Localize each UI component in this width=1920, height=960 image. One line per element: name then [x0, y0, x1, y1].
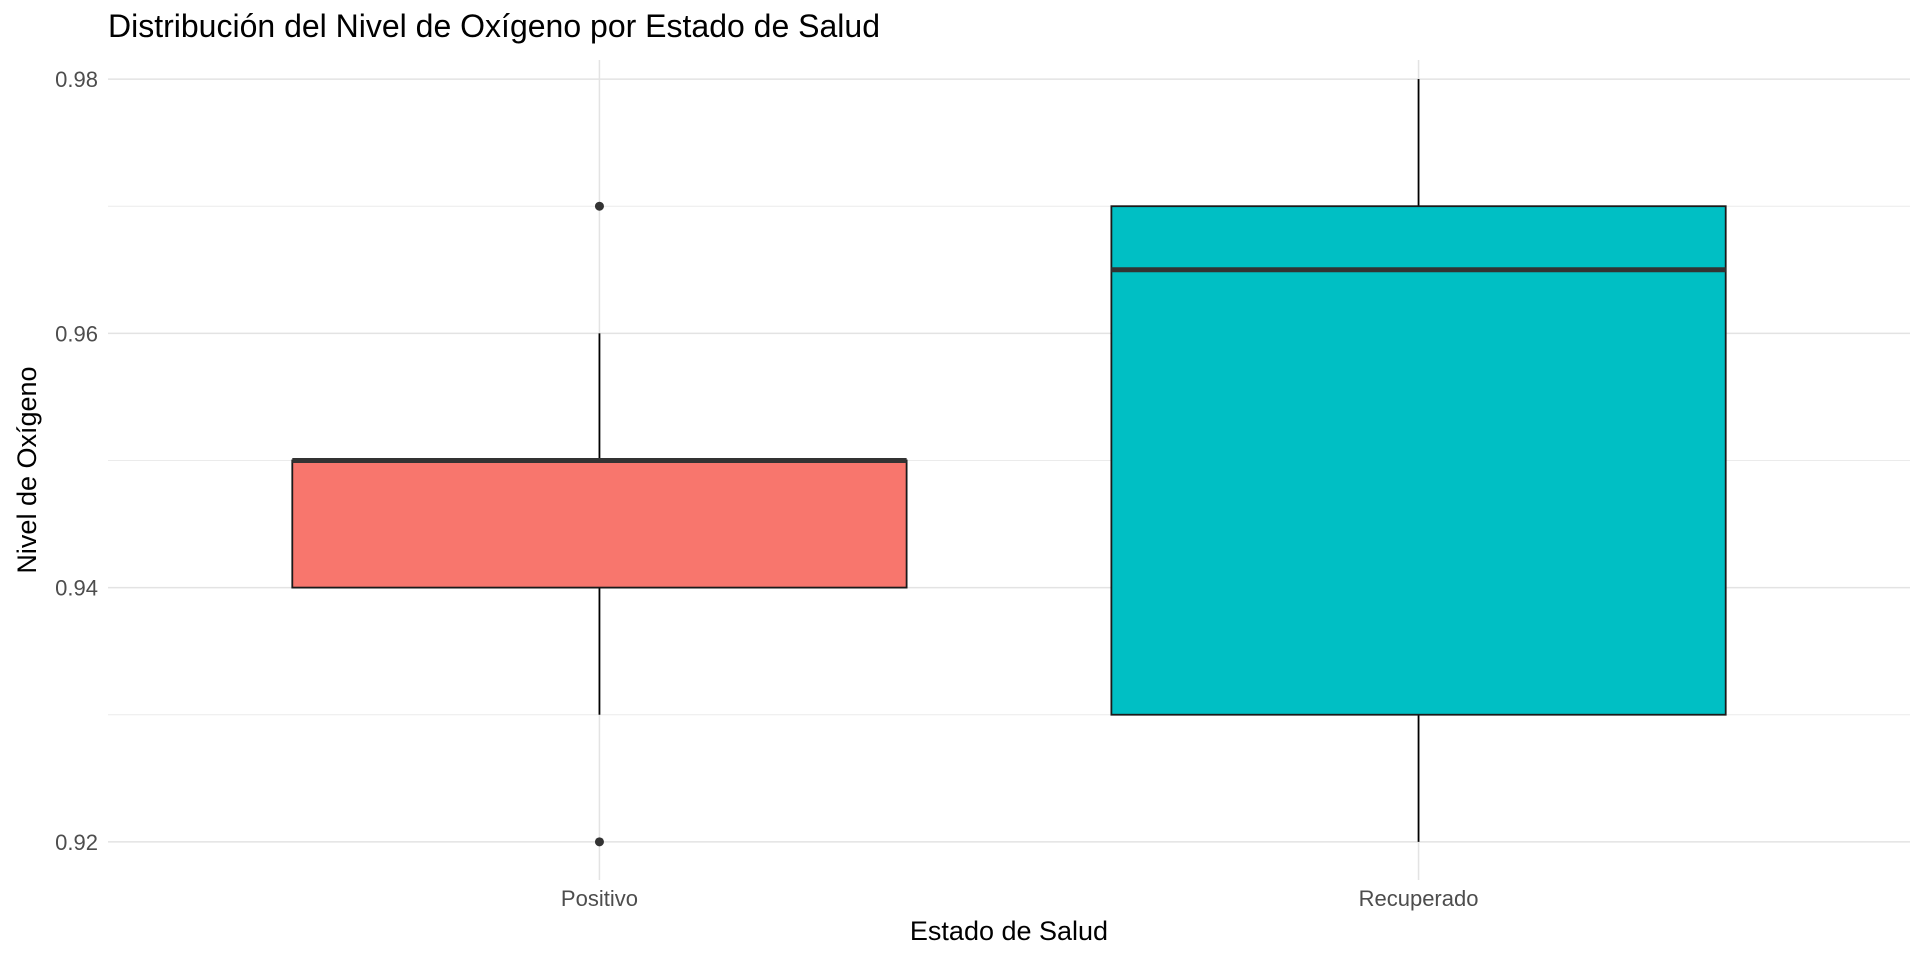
boxes — [291, 79, 1727, 847]
box-body — [1110, 205, 1727, 716]
box-recuperado — [1110, 79, 1727, 842]
box-positivo — [291, 201, 908, 847]
outlier-point — [594, 837, 604, 847]
tick-labels: 0.92 0.94 0.96 0.98 Positivo Recuperado — [55, 67, 1478, 911]
chart-title: Distribución del Nivel de Oxígeno por Es… — [108, 8, 880, 44]
x-tick-label: Recuperado — [1359, 886, 1479, 911]
y-tick-label: 0.94 — [55, 576, 98, 601]
y-tick-label: 0.92 — [55, 830, 98, 855]
box-body — [291, 459, 908, 589]
outlier-point — [594, 201, 604, 211]
x-tick-label: Positivo — [561, 886, 638, 911]
y-axis-title: Nivel de Oxígeno — [12, 366, 42, 573]
x-axis-title: Estado de Salud — [910, 916, 1108, 946]
y-tick-label: 0.98 — [55, 67, 98, 92]
y-tick-label: 0.96 — [55, 321, 98, 346]
